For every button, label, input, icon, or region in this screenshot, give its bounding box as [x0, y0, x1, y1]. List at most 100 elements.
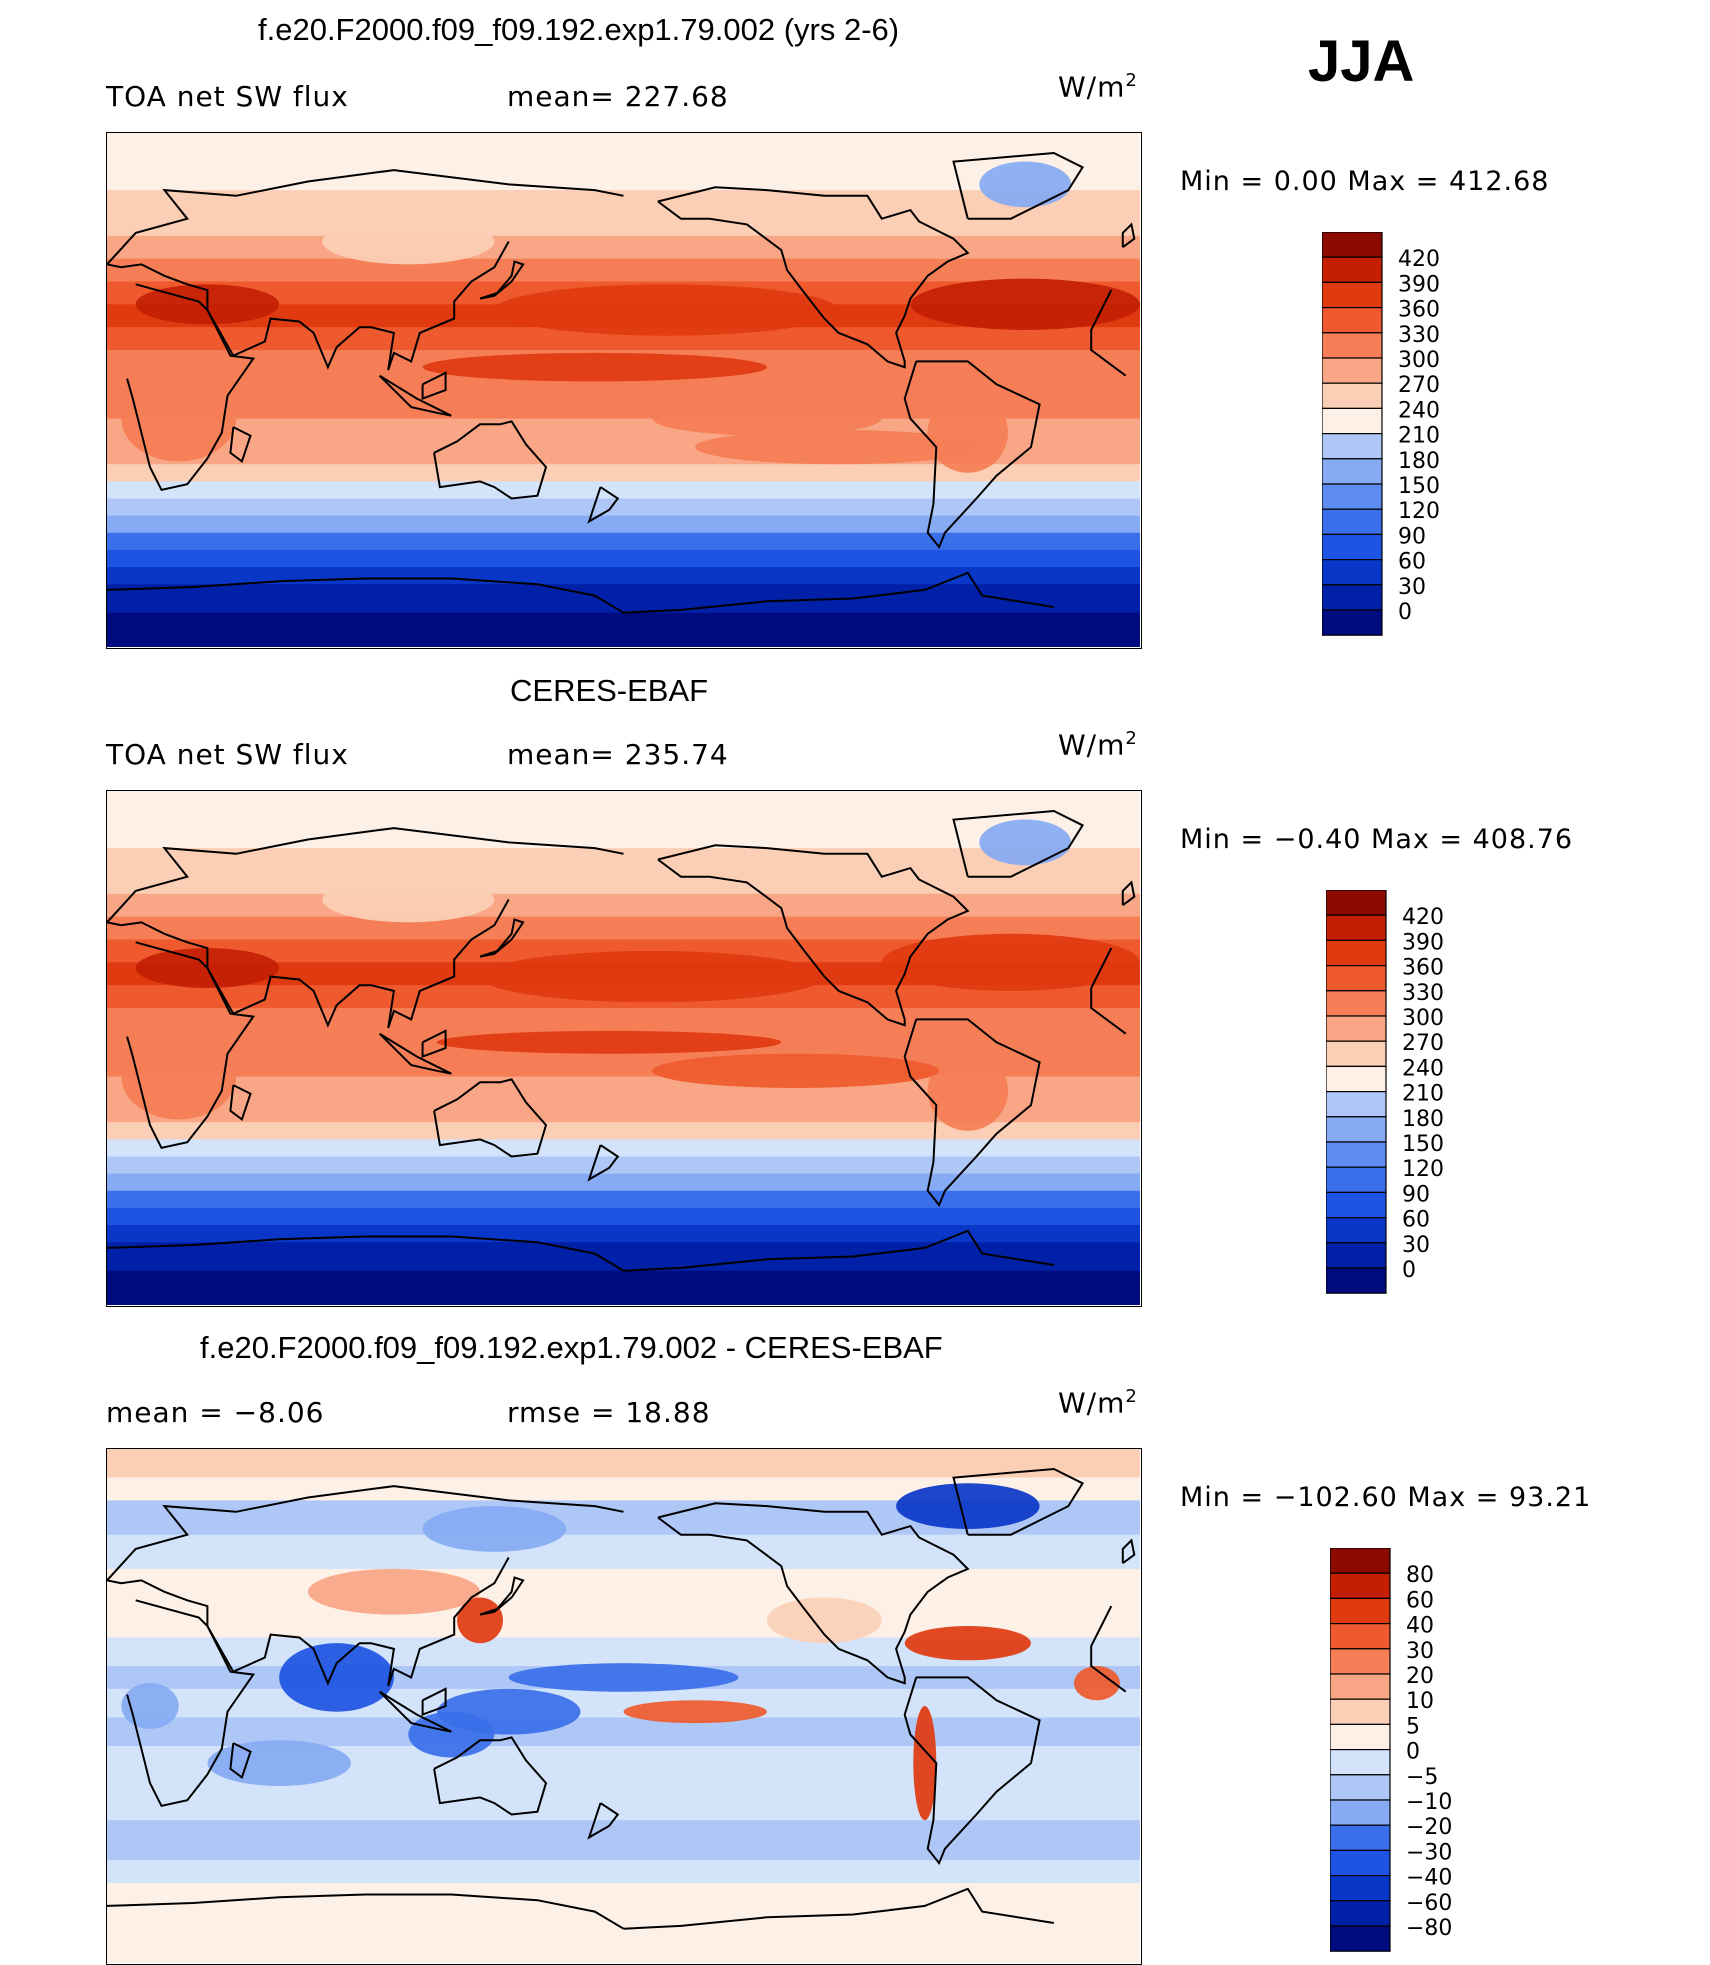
field-band: [107, 1225, 1140, 1243]
field-band: [107, 1449, 1140, 1479]
panel-3-title: f.e20.F2000.f09_f09.192.exp1.79.002 - CE…: [200, 1330, 943, 1365]
colorbar-tick-label: 0: [1398, 600, 1412, 625]
colorbar-box: [1322, 584, 1383, 611]
coastline: [433, 1078, 548, 1158]
panel-3-field: [107, 1449, 1140, 1963]
colorbar-box: [1330, 1723, 1391, 1751]
panel-3-mean: mean = −8.06: [106, 1396, 325, 1429]
colorbar-tick-label: 360: [1402, 956, 1444, 981]
panel-2-mean: mean= 235.74: [507, 738, 729, 771]
colorbar-tick-label: 270: [1398, 373, 1440, 398]
colorbar-box: [1326, 1242, 1387, 1269]
colorbar-tick-label: 10: [1406, 1689, 1434, 1714]
colorbar-box: [1330, 1849, 1391, 1877]
colorbar-tick-label: 5: [1406, 1714, 1420, 1739]
colorbar-tick-label: −10: [1406, 1790, 1452, 1815]
coastline: [479, 1576, 525, 1616]
field-band: [107, 567, 1140, 585]
field-band: [107, 464, 1140, 482]
colorbar-tick-label: −30: [1406, 1840, 1452, 1865]
colorbar-tick-label: 120: [1398, 499, 1440, 524]
coastline: [229, 1742, 252, 1780]
field-band: [107, 1242, 1140, 1272]
field-band: [107, 893, 1140, 918]
coastline: [952, 151, 1085, 220]
field-band: [107, 532, 1140, 551]
field-band: [107, 327, 1140, 351]
colorbar-tick-label: −40: [1406, 1866, 1452, 1891]
colorbar-tick-label: 30: [1398, 575, 1426, 600]
colorbar-tick-label: 300: [1398, 348, 1440, 373]
coastline: [1090, 1605, 1127, 1693]
colorbar-box: [1322, 306, 1383, 334]
coastline: [479, 918, 525, 958]
colorbar-box: [1322, 609, 1383, 636]
colorbar-box: [1322, 559, 1383, 586]
field-band: [107, 395, 1140, 420]
field-anomaly: [279, 1643, 394, 1712]
colorbar-box: [1326, 1141, 1387, 1168]
coastline: [952, 809, 1085, 878]
field-anomaly: [927, 392, 1009, 473]
coastline: [587, 1144, 620, 1182]
coastline: [903, 1018, 1041, 1208]
coastline: [378, 1690, 452, 1733]
colorbar-box: [1322, 256, 1383, 284]
colorbar-tick-label: 390: [1398, 272, 1440, 297]
field-band: [107, 498, 1140, 517]
field-anomaly: [422, 352, 767, 382]
field-band: [107, 515, 1140, 534]
panel-1-minmax: Min = 0.00 Max = 412.68: [1180, 166, 1550, 197]
coastline: [433, 420, 548, 500]
field-band: [107, 481, 1140, 500]
colorbar-box: [1330, 1622, 1391, 1650]
colorbar-box: [1326, 1191, 1387, 1219]
panel-1-map: [106, 132, 1142, 649]
colorbar-tick-label: 210: [1402, 1082, 1444, 1107]
field-band: [107, 1190, 1140, 1209]
field-band: [107, 212, 1140, 237]
field-anomaly: [508, 1663, 739, 1692]
field-band: [107, 1139, 1140, 1158]
coastline: [587, 1802, 620, 1840]
coastline: [1090, 289, 1127, 377]
colorbar-tick-label: 30: [1402, 1233, 1430, 1258]
colorbar-tick-label: 270: [1402, 1031, 1444, 1056]
coastline: [107, 899, 510, 1029]
field-band: [107, 1270, 1140, 1305]
panel-1-mean: mean= 227.68: [507, 80, 729, 113]
field-anomaly: [322, 876, 495, 923]
field-band: [107, 612, 1140, 647]
field-band: [107, 1207, 1140, 1226]
coastline: [378, 374, 452, 417]
coastline: [657, 844, 970, 1027]
field-band: [107, 372, 1140, 397]
panel-2-map: [106, 790, 1142, 1307]
colorbar-box: [1326, 990, 1387, 1017]
colorbar-box: [1330, 1572, 1391, 1600]
colorbar-box: [1326, 1040, 1387, 1067]
coastline: [657, 1502, 970, 1685]
colorbar-tick-label: 390: [1402, 930, 1444, 955]
coastline: [433, 1736, 548, 1816]
colorbar-box: [1330, 1673, 1391, 1700]
colorbar-box: [1330, 1824, 1391, 1852]
coastline: [378, 1032, 452, 1075]
field-band: [107, 1780, 1140, 1821]
coastline: [107, 241, 510, 371]
field-band: [107, 133, 1140, 168]
coastline: [107, 1485, 624, 1582]
colorbar-tick-label: −60: [1406, 1891, 1452, 1916]
field-anomaly: [207, 1740, 351, 1786]
field-anomaly: [422, 1506, 567, 1552]
field-band: [107, 1122, 1140, 1140]
coastline: [587, 486, 620, 524]
field-band: [107, 848, 1140, 872]
colorbar-box: [1330, 1749, 1391, 1776]
field-anomaly: [480, 950, 825, 1003]
colorbar-box: [1326, 1267, 1387, 1294]
colorbar-box: [1322, 508, 1383, 536]
colorbar-tick-label: 0: [1402, 1258, 1416, 1283]
